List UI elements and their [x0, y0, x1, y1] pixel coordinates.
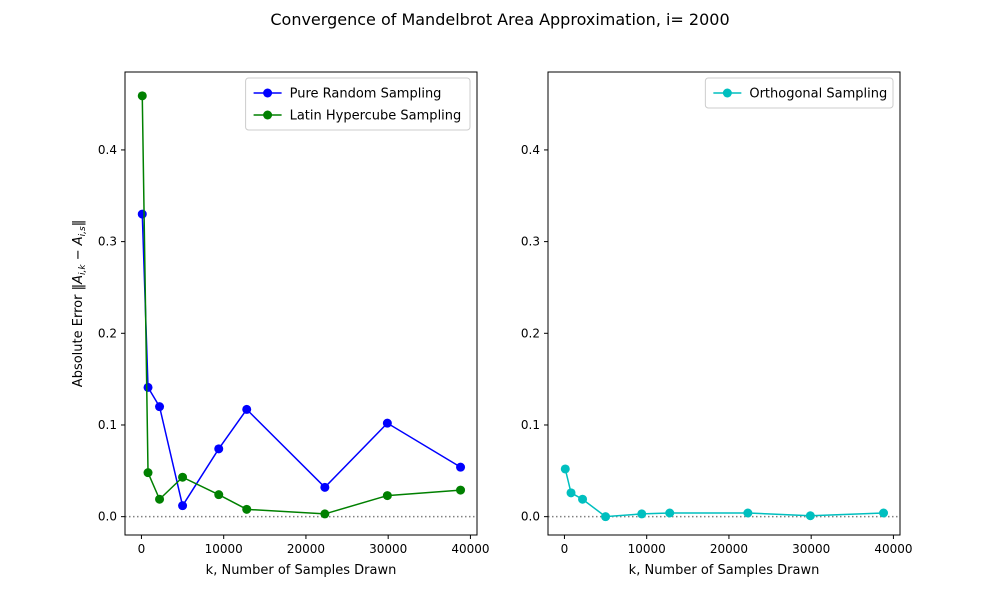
- data-point-2-3: [155, 494, 165, 504]
- data-point-1-2: [566, 488, 576, 498]
- figure-title: Convergence of Mandelbrot Area Approxima…: [270, 10, 730, 29]
- series-line-orthogonal-sampling: [564, 468, 884, 518]
- legend-swatch-marker: [263, 88, 273, 98]
- y-axis-label: Absolute Error ‖Ai,k − Ai,s‖: [71, 220, 88, 387]
- data-point-1-5: [214, 444, 224, 454]
- data-point-1-4: [601, 512, 611, 522]
- legend-label: Orthogonal Sampling: [749, 87, 887, 102]
- x-tick-label: 0: [138, 542, 146, 556]
- x-tick-label: 40000: [874, 542, 912, 556]
- data-point-1-9: [456, 462, 466, 472]
- x-axis-label: k, Number of Samples Drawn: [629, 563, 820, 578]
- x-tick-label: 0: [561, 542, 569, 556]
- y-tick-label: 0.2: [521, 326, 540, 340]
- legend: Pure Random Sampling Latin Hypercube Samp…: [245, 77, 471, 131]
- legend: Orthogonal Sampling: [704, 77, 894, 109]
- series-line-pure-random-sampling: [141, 214, 461, 508]
- y-tick-label: 0.4: [521, 143, 540, 157]
- y-tick-label: 0.1: [98, 418, 117, 432]
- y-axis-label-part-1: Absolute Error ‖: [71, 284, 86, 387]
- data-point-1-6: [665, 508, 675, 518]
- data-point-1-3: [578, 494, 588, 504]
- x-tick-label: 30000: [792, 542, 830, 556]
- y-axis-label-part-7: ‖: [71, 220, 86, 227]
- y-tick-label: 0.4: [98, 143, 117, 157]
- data-point-2-5: [214, 490, 224, 500]
- y-axis-label-part-4: −: [71, 245, 86, 264]
- x-tick-label: 20000: [287, 542, 325, 556]
- data-point-1-5: [637, 509, 647, 519]
- data-point-1-1: [560, 464, 570, 474]
- x-tick-label: 30000: [369, 542, 407, 556]
- x-axis-label: k, Number of Samples Drawn: [206, 563, 397, 578]
- data-point-1-2: [143, 382, 153, 392]
- y-tick-label: 0.3: [521, 235, 540, 249]
- legend-box: [245, 77, 471, 131]
- legend-label: Latin Hypercube Sampling: [290, 109, 462, 124]
- x-tick-label: 20000: [710, 542, 748, 556]
- x-tick-label: 10000: [628, 542, 666, 556]
- y-tick-label: 0.2: [98, 326, 117, 340]
- y-axis-label-part-2: A: [71, 275, 86, 285]
- x-tick-label: 40000: [451, 542, 489, 556]
- data-point-1-6: [242, 404, 252, 414]
- x-tick-label: 10000: [205, 542, 243, 556]
- data-point-2-7: [320, 509, 330, 519]
- axes-frame: [547, 71, 901, 536]
- data-point-1-7: [320, 482, 330, 492]
- chart-panel-1: 0 10000 20000 30000 40000 0.0 0.1 0.2 0.3 0.4 k, N…: [71, 71, 490, 578]
- data-point-1-4: [178, 501, 188, 511]
- data-point-2-4: [178, 472, 188, 482]
- data-point-2-6: [242, 504, 252, 514]
- y-tick-label: 0.0: [521, 510, 540, 524]
- data-point-1-9: [879, 508, 889, 518]
- legend-label: Pure Random Sampling: [290, 87, 442, 102]
- data-point-1-8: [805, 511, 815, 521]
- data-point-1-1: [137, 209, 147, 219]
- data-point-1-8: [382, 418, 392, 428]
- y-tick-label: 0.0: [98, 510, 117, 524]
- data-point-1-7: [743, 508, 753, 518]
- y-axis-label-part-3: i,k: [78, 264, 88, 275]
- y-axis-label-part-5: A: [71, 236, 86, 246]
- axes-frame: [124, 71, 478, 536]
- series-line-latin-hypercube-sampling: [141, 95, 461, 515]
- data-point-2-2: [143, 468, 153, 478]
- data-point-2-1: [137, 91, 147, 101]
- y-tick-label: 0.1: [521, 418, 540, 432]
- y-tick-label: 0.3: [98, 235, 117, 249]
- legend-swatch-marker: [722, 88, 732, 98]
- legend-box: [704, 77, 894, 109]
- data-point-2-8: [382, 491, 392, 501]
- data-point-2-9: [456, 485, 466, 495]
- legend-swatch-marker: [263, 110, 273, 120]
- chart-panel-2: 0 10000 20000 30000 40000 0.0 0.1 0.2 0.3 0.4 k, N…: [521, 71, 913, 578]
- y-axis-label-part-6: i,s: [78, 226, 88, 236]
- data-point-1-3: [155, 402, 165, 412]
